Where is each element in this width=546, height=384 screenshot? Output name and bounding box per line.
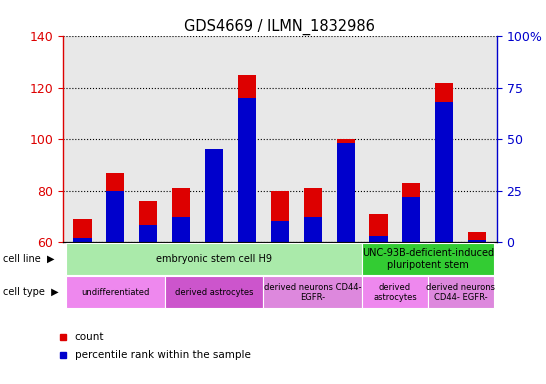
Bar bbox=[66, 276, 165, 308]
Bar bbox=[165, 276, 263, 308]
Bar bbox=[362, 243, 494, 275]
Bar bbox=[468, 240, 486, 242]
Text: derived astrocytes: derived astrocytes bbox=[175, 288, 253, 297]
Bar bbox=[402, 183, 420, 242]
Bar bbox=[362, 276, 428, 308]
Bar bbox=[428, 276, 494, 308]
Bar bbox=[74, 238, 92, 242]
Bar bbox=[271, 221, 289, 242]
Bar bbox=[304, 188, 322, 242]
Bar bbox=[468, 232, 486, 242]
Bar bbox=[66, 243, 362, 275]
Text: cell line  ▶: cell line ▶ bbox=[3, 254, 54, 264]
Bar bbox=[435, 102, 453, 242]
Text: undifferentiated: undifferentiated bbox=[81, 288, 150, 297]
Text: UNC-93B-deficient-induced
pluripotent stem: UNC-93B-deficient-induced pluripotent st… bbox=[362, 248, 494, 270]
Bar bbox=[238, 98, 256, 242]
Bar bbox=[205, 149, 223, 242]
Text: embryonic stem cell H9: embryonic stem cell H9 bbox=[156, 254, 272, 264]
Bar bbox=[263, 276, 362, 308]
Bar bbox=[435, 83, 453, 242]
Text: percentile rank within the sample: percentile rank within the sample bbox=[75, 350, 251, 360]
Bar bbox=[139, 225, 157, 242]
Text: cell type  ▶: cell type ▶ bbox=[3, 287, 58, 297]
Bar bbox=[304, 217, 322, 242]
Bar bbox=[205, 155, 223, 242]
Bar bbox=[336, 143, 355, 242]
Bar bbox=[106, 190, 124, 242]
Text: derived neurons CD44-
EGFR-: derived neurons CD44- EGFR- bbox=[264, 283, 361, 302]
Text: derived
astrocytes: derived astrocytes bbox=[373, 283, 417, 302]
Bar bbox=[172, 188, 190, 242]
Text: count: count bbox=[75, 332, 104, 342]
Bar bbox=[172, 217, 190, 242]
Bar bbox=[271, 190, 289, 242]
Bar bbox=[74, 219, 92, 242]
Title: GDS4669 / ILMN_1832986: GDS4669 / ILMN_1832986 bbox=[185, 19, 375, 35]
Bar bbox=[370, 236, 388, 242]
Bar bbox=[336, 139, 355, 242]
Bar bbox=[238, 75, 256, 242]
Bar bbox=[370, 214, 388, 242]
Bar bbox=[106, 172, 124, 242]
Bar bbox=[139, 201, 157, 242]
Text: derived neurons
CD44- EGFR-: derived neurons CD44- EGFR- bbox=[426, 283, 495, 302]
Bar bbox=[402, 197, 420, 242]
